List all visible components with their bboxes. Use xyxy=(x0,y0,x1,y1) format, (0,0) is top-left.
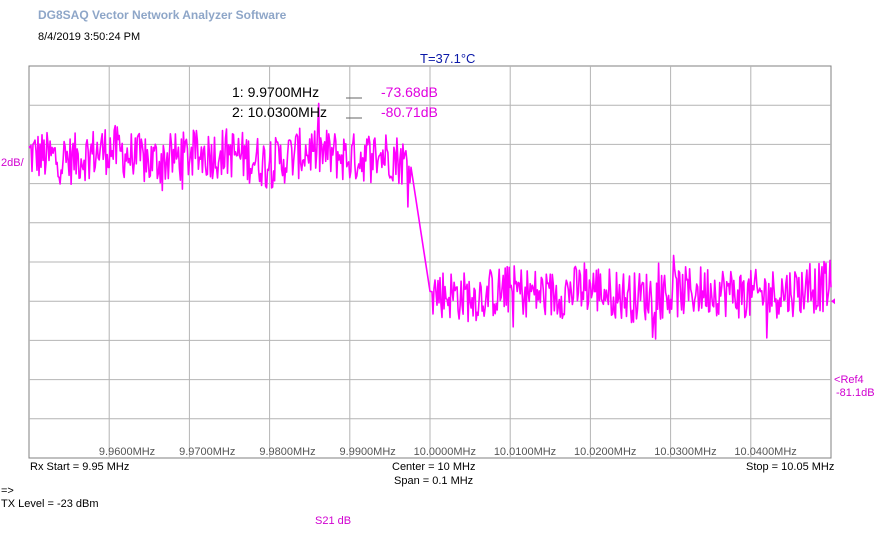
trace-label: S21 dB xyxy=(315,515,352,527)
timestamp: 8/4/2019 3:50:24 PM xyxy=(38,31,141,43)
app-title: DG8SAQ Vector Network Analyzer Software xyxy=(38,8,287,22)
arrow-indicator: => xyxy=(1,485,14,497)
x-tick-label: 10.0400MHz xyxy=(734,446,796,458)
tx-level: TX Level = -23 dBm xyxy=(1,498,99,510)
x-tick-label: 10.0200MHz xyxy=(574,446,636,458)
s21-trace xyxy=(28,102,832,340)
grid xyxy=(28,65,832,459)
span: Span = 0.1 MHz xyxy=(394,475,474,487)
marker-2-label: 2: 10.0300MHz xyxy=(232,104,327,120)
y-scale-label: 2dB/ xyxy=(1,157,24,169)
ref-marker-arrow xyxy=(831,298,835,305)
x-tick-label: 9.9900MHz xyxy=(340,446,396,458)
x-tick-label: 9.9600MHz xyxy=(99,446,155,458)
x-tick-label: 10.0300MHz xyxy=(654,446,716,458)
x-tick-label: 9.9800MHz xyxy=(259,446,315,458)
stop-frequency: Stop = 10.05 MHz xyxy=(746,461,835,473)
x-tick-label: 10.0100MHz xyxy=(494,446,556,458)
center-frequency: Center = 10 MHz xyxy=(392,461,476,473)
marker-1-value: -73.68dB xyxy=(381,84,438,100)
ref-label: <Ref4 xyxy=(834,374,864,386)
trace-layer xyxy=(28,97,835,340)
x-tick-label: 9.9700MHz xyxy=(179,446,235,458)
marker-2-value: -80.71dB xyxy=(381,104,438,120)
x-tick-label: 10.0000MHz xyxy=(414,446,476,458)
marker-1-label: 1: 9.9700MHz xyxy=(232,84,320,100)
ref-value: -81.1dB xyxy=(836,387,874,399)
temperature-readout: T=37.1°C xyxy=(420,51,476,66)
x-tick-labels: 9.9600MHz 9.9700MHz 9.9800MHz 9.9900MHz 10.0… xyxy=(99,446,797,458)
ref-name: Ref4 xyxy=(840,374,864,386)
rx-start: Rx Start = 9.95 MHz xyxy=(30,461,130,473)
